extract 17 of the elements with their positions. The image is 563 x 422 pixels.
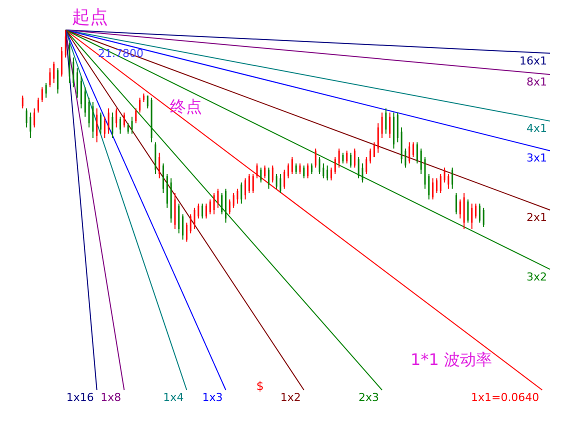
series-label: 1x16 bbox=[66, 391, 94, 404]
series-label: 4x1 bbox=[526, 122, 547, 136]
series-label: 3x1 bbox=[526, 152, 547, 165]
text: $ bbox=[256, 379, 264, 393]
series-label: 1x8 bbox=[100, 391, 122, 404]
series-label: 1x4 bbox=[163, 391, 184, 404]
text: 1*1 波动率 bbox=[410, 350, 492, 369]
series-label: 2x3 bbox=[358, 391, 380, 404]
series-label: 1x1=0.0640 bbox=[470, 391, 540, 404]
series-label: 1x2 bbox=[280, 391, 301, 404]
series-label: 3x2 bbox=[526, 270, 547, 284]
series-label: 1x3 bbox=[202, 391, 223, 404]
series-label: 8x1 bbox=[526, 75, 547, 88]
text: 起点 bbox=[72, 7, 108, 28]
series-label: 16x1 bbox=[519, 54, 547, 68]
series-label: 2x1 bbox=[526, 211, 547, 224]
annotation: 终点 bbox=[170, 97, 202, 116]
